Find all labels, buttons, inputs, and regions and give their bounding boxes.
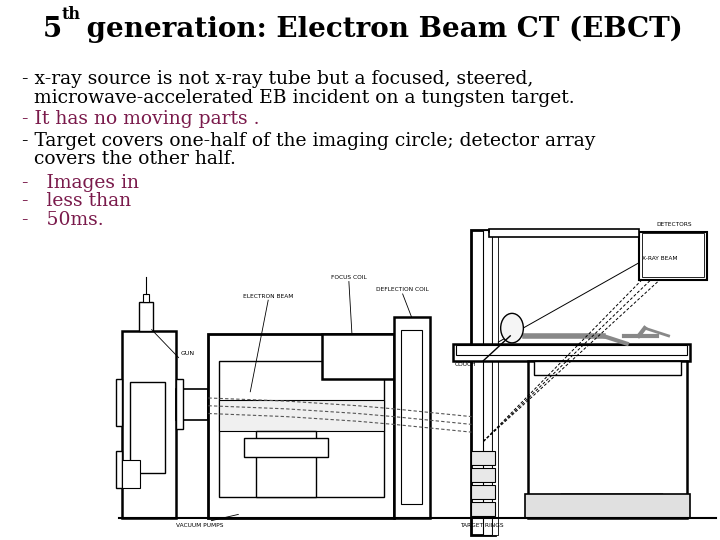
Bar <box>143 294 149 302</box>
Bar <box>176 389 209 420</box>
Text: covers the other half.: covers the other half. <box>22 150 235 168</box>
Text: th: th <box>61 6 80 23</box>
Bar <box>209 334 394 517</box>
Bar <box>219 361 384 497</box>
Bar <box>456 345 686 355</box>
Bar <box>454 343 690 361</box>
Bar <box>528 361 687 517</box>
Bar <box>244 438 328 457</box>
Text: - x-ray source is not x-ray tube but a focused, steered,: - x-ray source is not x-ray tube but a f… <box>22 70 533 88</box>
Text: VACUUM PUMPS: VACUUM PUMPS <box>176 523 223 528</box>
Bar <box>472 485 495 499</box>
Text: -   50ms.: - 50ms. <box>22 211 103 228</box>
Bar <box>472 451 495 465</box>
Text: ELECTRON BEAM: ELECTRON BEAM <box>243 294 293 299</box>
Text: TARGET RINGS: TARGET RINGS <box>460 523 504 528</box>
Bar <box>176 379 183 429</box>
Bar <box>472 468 495 482</box>
Text: X-RAY BEAM: X-RAY BEAM <box>642 256 678 261</box>
Text: 5: 5 <box>43 16 63 43</box>
Text: - Target covers one-half of the imaging circle; detector array: - Target covers one-half of the imaging … <box>22 132 595 150</box>
Text: DETECTORS: DETECTORS <box>657 222 693 227</box>
Bar <box>138 302 153 331</box>
Bar <box>525 494 690 517</box>
Bar <box>116 379 122 426</box>
Bar <box>122 331 176 517</box>
Bar <box>639 232 708 280</box>
Bar <box>534 361 680 375</box>
Text: DEFLECTION COIL: DEFLECTION COIL <box>377 287 429 293</box>
Bar <box>642 233 704 277</box>
Text: - It has no moving parts .: - It has no moving parts . <box>22 110 259 128</box>
Bar <box>492 230 498 535</box>
Text: FOCUS COIL: FOCUS COIL <box>331 275 366 280</box>
Bar <box>116 451 122 488</box>
Polygon shape <box>549 494 675 517</box>
Bar <box>394 318 430 517</box>
Text: COUCH: COUCH <box>454 362 476 367</box>
Text: generation: Electron Beam CT (EBCT): generation: Electron Beam CT (EBCT) <box>77 16 683 43</box>
Bar <box>401 329 423 503</box>
Bar <box>472 230 495 535</box>
Bar <box>122 460 140 488</box>
Bar <box>219 400 384 430</box>
Bar <box>256 430 316 497</box>
Bar <box>483 230 492 535</box>
Bar <box>130 382 166 472</box>
Bar <box>490 229 639 237</box>
Bar <box>322 334 394 379</box>
Text: -   less than: - less than <box>22 192 131 210</box>
Text: microwave-accelerated EB incident on a tungsten target.: microwave-accelerated EB incident on a t… <box>22 89 575 106</box>
Text: -   Images in: - Images in <box>22 174 138 192</box>
Text: GUN: GUN <box>181 351 194 356</box>
Ellipse shape <box>500 313 523 343</box>
Bar <box>472 502 495 516</box>
